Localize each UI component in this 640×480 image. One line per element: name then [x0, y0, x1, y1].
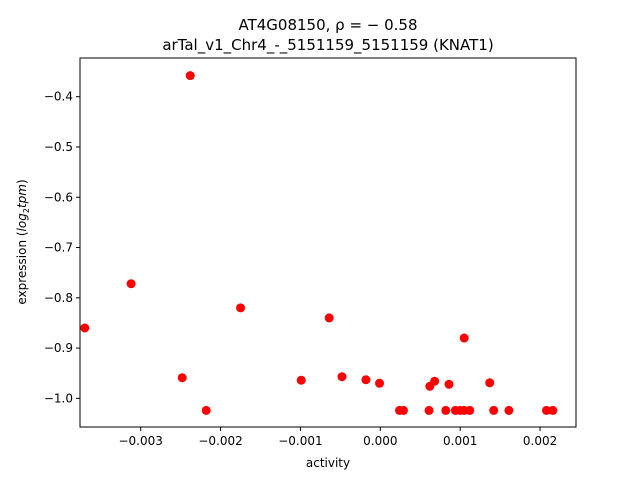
data-point-7	[324, 313, 334, 323]
y-tick-label: −0.9	[44, 341, 73, 355]
data-point-6	[296, 375, 306, 385]
data-point-12	[398, 405, 408, 415]
y-axis-label-prefix: expression (	[15, 231, 29, 304]
data-point-8	[337, 372, 347, 382]
x-tick-label: 0.001	[443, 434, 477, 448]
y-tick-label: −0.8	[44, 291, 73, 305]
x-tick-label: 0.002	[523, 434, 557, 448]
x-axis-label: activity	[306, 456, 350, 470]
y-axis-ticks: −1.0 −0.9 −0.8 −0.7 −0.6 −0.5 −0.4	[44, 90, 80, 405]
x-axis-ticks: −0.003 −0.002 −0.001 0.000 0.001 0.002	[118, 427, 557, 448]
data-point-27	[548, 405, 558, 415]
y-axis-label-suffix: )	[15, 179, 29, 184]
y-axis-label: expression (log2tpm)	[15, 179, 31, 304]
data-point-1	[126, 279, 136, 289]
data-point-22	[465, 405, 475, 415]
data-point-5	[236, 303, 246, 313]
data-point-15	[430, 376, 440, 386]
chart-title-line1: AT4G08150, ρ = − 0.58	[238, 16, 417, 34]
data-point-16	[441, 405, 451, 415]
y-tick-label: −0.7	[44, 241, 73, 255]
x-tick-label: 0.000	[363, 434, 397, 448]
y-axis-label-sub: 2	[22, 208, 31, 213]
y-axis-label-log: log	[15, 213, 29, 232]
data-point-25	[504, 405, 514, 415]
data-point-9	[361, 375, 371, 385]
data-point-26	[541, 405, 551, 415]
data-point-23	[485, 378, 495, 388]
plot-frame	[79, 57, 577, 428]
data-point-10	[375, 378, 385, 388]
y-tick-label: −0.5	[44, 140, 73, 154]
data-point-4	[201, 405, 211, 415]
x-tick-label: −0.001	[278, 434, 322, 448]
data-point-0	[80, 323, 90, 333]
data-point-24	[489, 405, 499, 415]
data-point-13	[424, 405, 434, 415]
data-point-17	[444, 379, 454, 389]
y-tick-label: −0.6	[44, 190, 73, 204]
data-point-3	[185, 71, 195, 81]
chart-title-line2: arTal_v1_Chr4_-_5151159_5151159 (KNAT1)	[162, 36, 493, 55]
x-tick-label: −0.002	[198, 434, 242, 448]
data-points	[80, 71, 558, 415]
data-point-2	[177, 373, 187, 383]
x-tick-label: −0.003	[118, 434, 162, 448]
y-axis-label-tpm: tpm	[15, 184, 29, 208]
data-point-21	[459, 333, 469, 343]
y-tick-label: −0.4	[44, 90, 73, 104]
y-tick-label: −1.0	[44, 391, 73, 405]
